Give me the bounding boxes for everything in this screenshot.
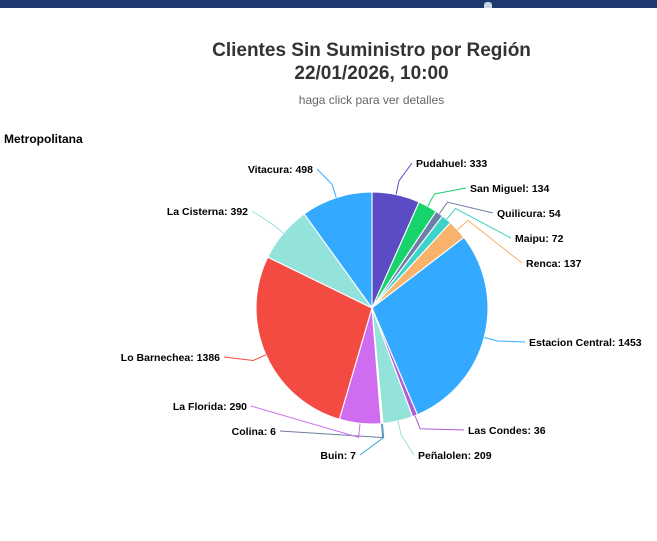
data-label-maipu: Maipu: 72: [515, 233, 564, 245]
connector-pudahuel: [395, 162, 413, 195]
connector-vitacura: [316, 168, 337, 198]
connector-maipu: [446, 207, 512, 239]
connector-quilicura: [438, 201, 494, 214]
connector-renca: [457, 219, 523, 264]
connector-estacion-central: [484, 337, 526, 343]
data-label-pudahuel: Pudahuel: 333: [416, 158, 487, 170]
region-label: Metropolitana: [4, 132, 83, 146]
data-label-san-miguel: San Miguel: 134: [470, 183, 550, 195]
data-label-buin: Buin: 7: [320, 450, 356, 462]
pie-slice-vitacura[interactable]: [303, 191, 373, 310]
data-label-penalolen: Peñalolen: 209: [418, 450, 492, 462]
connector-las-condes: [414, 415, 465, 431]
pie-slice-lo-barnechea[interactable]: [255, 256, 373, 420]
connector-lo-barnechea: [223, 354, 267, 362]
pie-slice-estacion-central[interactable]: [371, 236, 489, 416]
top-nav-bar: [0, 0, 657, 8]
data-label-la-florida: La Florida: 290: [173, 401, 247, 413]
chart-date: 22/01/2026, 10:00: [294, 63, 449, 84]
data-label-estacion-central: Estacion Central: 1453: [529, 337, 642, 349]
connector-la-florida: [250, 405, 361, 438]
chart-subtitle: haga click para ver detalles: [298, 93, 445, 107]
nav-indicator: [484, 2, 492, 8]
data-label-la-cisterna: La Cisterna: 392: [167, 206, 248, 218]
connector-la-cisterna: [251, 210, 284, 234]
connector-colina: [279, 423, 384, 439]
data-label-vitacura: Vitacura: 498: [248, 164, 313, 176]
data-label-lo-barnechea: Lo Barnechea: 1386: [121, 352, 220, 364]
data-label-colina: Colina: 6: [232, 426, 276, 438]
data-label-las-condes: Las Condes: 36: [468, 425, 546, 437]
data-label-quilicura: Quilicura: 54: [497, 208, 561, 220]
connector-penalolen: [397, 420, 415, 456]
connector-buin: [359, 423, 385, 456]
connector-san-miguel: [427, 187, 467, 207]
data-label-renca: Renca: 137: [526, 258, 582, 270]
chart-title: Clientes Sin Suministro por Región: [212, 40, 531, 61]
